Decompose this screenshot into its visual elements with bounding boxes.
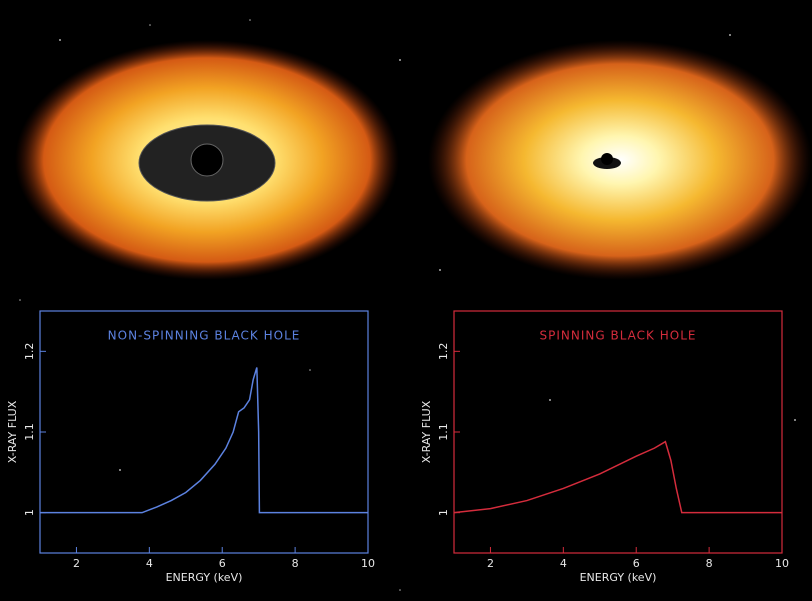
x-tick-label: 2 — [487, 557, 494, 570]
x-tick-label: 10 — [361, 557, 375, 570]
y-tick-label: 1 — [437, 509, 450, 516]
x-tick-label: 8 — [292, 557, 299, 570]
x-tick-label: 6 — [633, 557, 640, 570]
black-hole — [601, 153, 613, 165]
x-tick-label: 4 — [146, 557, 153, 570]
chart-title: SPINNING BLACK HOLE — [540, 329, 697, 343]
x-tick-label: 6 — [219, 557, 226, 570]
x-tick-label: 10 — [775, 557, 789, 570]
data-line — [453, 440, 782, 514]
chart-title: NON-SPINNING BLACK HOLE — [108, 329, 301, 343]
stars — [19, 19, 796, 591]
accretion-disk — [428, 40, 812, 280]
x-axis-label: ENERGY (keV) — [166, 571, 243, 584]
y-tick-label: 1.2 — [23, 343, 36, 361]
x-axis-label: ENERGY (keV) — [580, 571, 657, 584]
chart: 2 4 6 8 10 1 1.1 1.2 SPINNING BLACK HOLE ENERGY (… — [420, 310, 789, 584]
black-hole — [190, 143, 224, 177]
data-line — [40, 367, 368, 514]
y-tick-label: 1.2 — [437, 343, 450, 361]
y-tick-label: 1 — [23, 509, 36, 516]
chart: 2 4 6 8 10 1 1.1 1.2 NON-SPINNING BLACK HOLE ENER… — [6, 310, 375, 584]
x-tick-label: 8 — [706, 557, 713, 570]
x-tick-label: 2 — [73, 557, 80, 570]
y-tick-label: 1.1 — [23, 423, 36, 441]
x-tick-label: 4 — [560, 557, 567, 570]
y-axis-label: X-RAY FLUX — [420, 400, 433, 463]
y-tick-label: 1.1 — [437, 423, 450, 441]
y-axis-label: X-RAY FLUX — [6, 400, 19, 463]
